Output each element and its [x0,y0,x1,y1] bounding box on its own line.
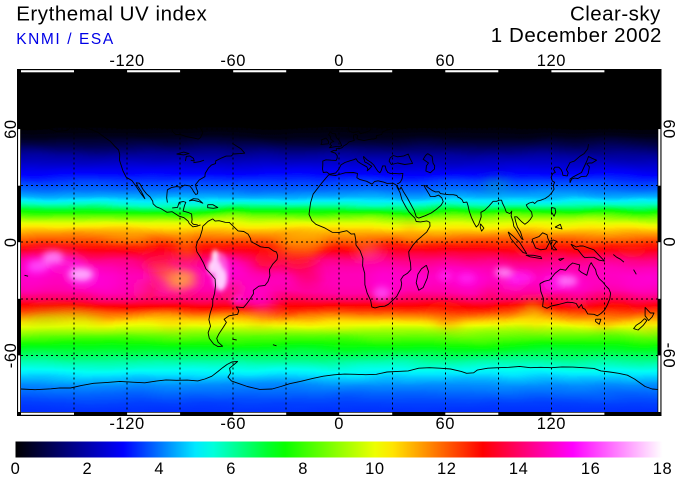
svg-text:0: 0 [660,237,678,247]
svg-text:60: 60 [436,52,456,70]
svg-text:6: 6 [226,460,236,478]
svg-text:-60: -60 [220,415,246,433]
svg-text:10: 10 [365,460,385,478]
svg-text:60: 60 [2,119,20,139]
svg-text:18: 18 [653,460,673,478]
svg-text:0: 0 [334,415,344,433]
svg-text:8: 8 [298,460,308,478]
svg-text:12: 12 [437,460,457,478]
svg-text:120: 120 [537,415,566,433]
svg-text:60: 60 [660,119,678,139]
svg-text:2: 2 [83,460,93,478]
svg-text:1 December 2002: 1 December 2002 [491,24,662,47]
svg-text:-120: -120 [109,52,144,70]
svg-text:0: 0 [2,237,20,247]
svg-text:Erythemal UV index: Erythemal UV index [16,2,207,25]
svg-text:0: 0 [334,52,344,70]
svg-text:60: 60 [436,415,456,433]
svg-text:16: 16 [581,460,601,478]
svg-text:KNMI / ESA: KNMI / ESA [16,31,115,48]
svg-text:-60: -60 [220,52,246,70]
svg-text:-120: -120 [109,415,144,433]
svg-text:120: 120 [537,52,566,70]
svg-text:14: 14 [509,460,529,478]
svg-text:-60: -60 [660,343,678,369]
svg-text:4: 4 [154,460,164,478]
svg-text:0: 0 [11,460,21,478]
svg-text:-60: -60 [2,343,20,369]
svg-text:Clear-sky: Clear-sky [570,2,661,25]
